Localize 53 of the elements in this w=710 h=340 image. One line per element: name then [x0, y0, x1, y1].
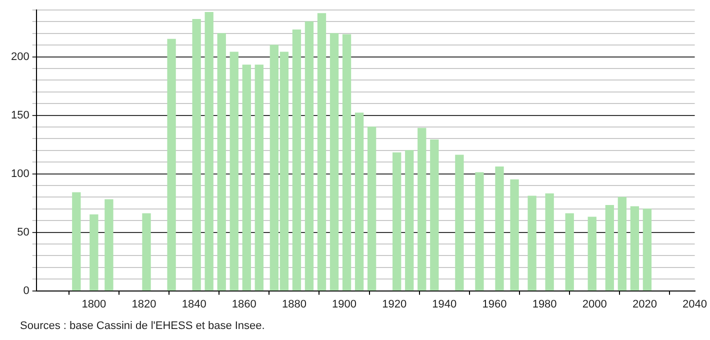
- bar: [354, 112, 364, 291]
- bar: [528, 196, 536, 291]
- bar: [510, 179, 519, 291]
- bar: [217, 33, 226, 291]
- x-tick-label: 1960: [482, 298, 507, 310]
- x-tick-label: 1840: [182, 298, 206, 310]
- bar: [90, 214, 98, 291]
- bar: [392, 152, 402, 291]
- bar: [304, 21, 314, 291]
- bar: [405, 150, 414, 291]
- x-tick-label: 1940: [432, 298, 457, 310]
- x-tick-label: 1980: [532, 298, 557, 310]
- bar: [342, 34, 352, 291]
- y-tick-label: 100: [10, 168, 30, 180]
- x-tick-label: 1860: [232, 298, 256, 310]
- bar: [254, 64, 264, 291]
- bar: [204, 12, 214, 291]
- source-note: Sources : base Cassini de l'EHESS et base Insee.: [20, 320, 265, 332]
- bar: [242, 64, 251, 291]
- bar: [618, 196, 626, 291]
- bar: [72, 192, 81, 291]
- bar: [317, 13, 326, 291]
- bar: [630, 206, 640, 291]
- y-tick-label: 0: [23, 284, 30, 297]
- x-tick-label: 1900: [332, 298, 357, 310]
- bar: [104, 199, 114, 291]
- bar: [605, 205, 614, 291]
- bar: [330, 33, 339, 291]
- x-tick-label: 1800: [82, 298, 106, 310]
- bar: [167, 38, 176, 291]
- bar: [495, 166, 504, 291]
- x-tick-label: 1820: [132, 298, 156, 310]
- bar: [430, 140, 439, 291]
- x-tick-label: 2000: [582, 298, 607, 310]
- bar: [367, 126, 376, 291]
- y-tick-label: 50: [17, 226, 30, 238]
- bar: [192, 19, 201, 291]
- bar: [565, 213, 574, 291]
- bar: [230, 52, 238, 291]
- bar: [418, 128, 426, 291]
- x-tick-label: 1920: [382, 298, 407, 310]
- bar: [292, 30, 302, 291]
- y-tick-label: 200: [10, 50, 30, 63]
- bar: [475, 172, 484, 291]
- bar: [588, 216, 596, 291]
- bar: [545, 193, 554, 291]
- bar: [455, 154, 464, 291]
- bar: [142, 213, 151, 291]
- bar: [642, 208, 652, 291]
- x-tick-label: 2040: [682, 298, 708, 310]
- x-tick-label: 2020: [632, 298, 657, 310]
- x-tick-label: 1880: [282, 298, 306, 310]
- y-tick-label: 150: [10, 109, 30, 122]
